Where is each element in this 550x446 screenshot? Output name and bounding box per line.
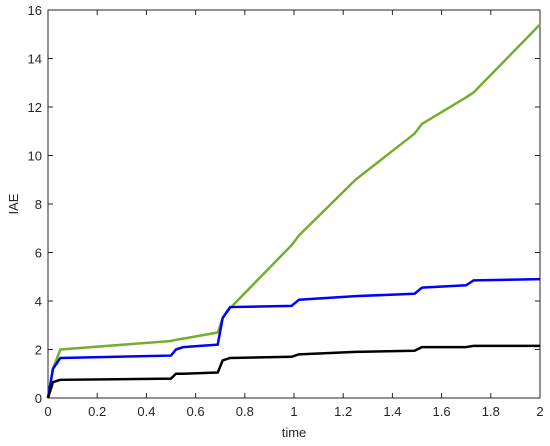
- axes-box: [47, 9, 541, 399]
- y-tick-label: 10: [28, 149, 42, 164]
- y-axis-label: IAE: [6, 193, 21, 214]
- x-tick-label: 1.6: [433, 404, 451, 419]
- x-tick-label: 0.2: [88, 404, 106, 419]
- x-tick-label: 0: [44, 404, 51, 419]
- x-tick-label: 1.8: [482, 404, 500, 419]
- y-tick-label: 8: [35, 197, 42, 212]
- x-tick-label: 1.4: [383, 404, 401, 419]
- x-tick-label: 0.8: [236, 404, 254, 419]
- data-line: [46, 23, 541, 399]
- x-tick-label: 1: [290, 404, 297, 419]
- x-tick-label: 1.2: [334, 404, 352, 419]
- y-tick-label: 6: [35, 246, 42, 261]
- x-tick-label: 2: [536, 404, 543, 419]
- y-tick-label: 14: [28, 52, 42, 67]
- data-line: [46, 344, 540, 399]
- y-tick-label: 0: [35, 391, 42, 406]
- x-tick-label: 0.4: [137, 404, 155, 419]
- y-tick-label: 12: [28, 100, 42, 115]
- x-tick-label: 0.6: [187, 404, 205, 419]
- y-tick-label: 16: [28, 3, 42, 18]
- x-axis-label: time: [282, 425, 307, 440]
- data-line: [46, 277, 541, 399]
- y-tick-label: 2: [35, 343, 42, 358]
- y-tick-label: 4: [35, 294, 42, 309]
